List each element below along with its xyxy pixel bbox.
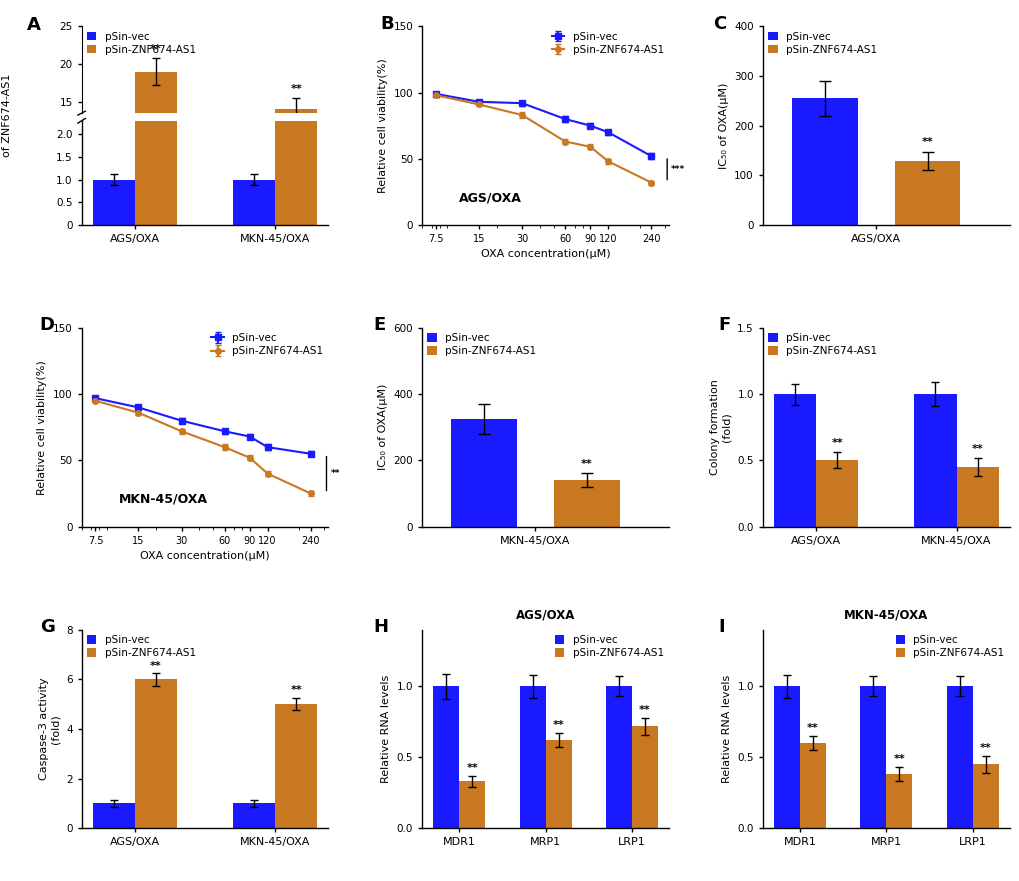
Y-axis label: Relative cell viability(%): Relative cell viability(%) xyxy=(378,58,387,193)
Text: **: ** xyxy=(330,469,339,478)
Bar xyxy=(135,679,177,828)
Bar xyxy=(93,180,135,225)
Bar xyxy=(135,71,177,215)
Bar xyxy=(773,686,799,828)
Bar xyxy=(799,743,825,828)
Bar xyxy=(233,180,275,225)
Text: E: E xyxy=(373,316,385,334)
Text: MKN-45/OXA: MKN-45/OXA xyxy=(118,492,208,506)
Bar xyxy=(545,740,571,828)
Bar xyxy=(520,686,545,828)
Legend: pSin-vec, pSin-ZNF674-AS1: pSin-vec, pSin-ZNF674-AS1 xyxy=(87,32,196,55)
X-axis label: OXA concentration(μM): OXA concentration(μM) xyxy=(480,249,610,260)
Text: **: ** xyxy=(150,44,162,55)
Text: I: I xyxy=(717,618,725,636)
Bar xyxy=(791,99,857,225)
Text: H: H xyxy=(373,618,387,636)
Text: **: ** xyxy=(290,85,302,94)
Bar xyxy=(433,686,459,828)
Bar xyxy=(275,109,317,215)
Bar xyxy=(632,726,657,828)
Text: **: ** xyxy=(581,459,592,469)
Bar xyxy=(553,480,620,527)
Bar xyxy=(913,394,956,527)
Text: **: ** xyxy=(806,723,818,733)
Text: B: B xyxy=(380,14,393,33)
Bar xyxy=(450,419,517,527)
Text: **: ** xyxy=(150,661,162,670)
Text: **: ** xyxy=(830,439,843,448)
Bar xyxy=(93,803,135,828)
X-axis label: OXA concentration(μM): OXA concentration(μM) xyxy=(140,552,270,561)
Bar xyxy=(459,781,485,828)
Text: C: C xyxy=(713,14,727,33)
Text: **: ** xyxy=(290,685,302,695)
Bar xyxy=(860,686,886,828)
Text: G: G xyxy=(40,618,54,636)
Legend: pSin-vec, pSin-ZNF674-AS1: pSin-vec, pSin-ZNF674-AS1 xyxy=(87,635,196,658)
Legend: pSin-vec, pSin-ZNF674-AS1: pSin-vec, pSin-ZNF674-AS1 xyxy=(211,333,323,357)
Text: ***: *** xyxy=(671,165,685,174)
Text: **: ** xyxy=(552,721,564,730)
Text: A: A xyxy=(28,16,41,34)
Bar xyxy=(275,0,317,225)
Y-axis label: Colony formation
(fold): Colony formation (fold) xyxy=(709,380,731,475)
Y-axis label: IC₅₀ of OXA(μM): IC₅₀ of OXA(μM) xyxy=(378,384,387,470)
Text: AGS/OXA: AGS/OXA xyxy=(516,609,575,622)
Y-axis label: Relative RNA levels: Relative RNA levels xyxy=(721,675,732,783)
Bar xyxy=(233,207,275,215)
Text: **: ** xyxy=(639,705,650,714)
Legend: pSin-vec, pSin-ZNF674-AS1: pSin-vec, pSin-ZNF674-AS1 xyxy=(895,635,1004,658)
Bar xyxy=(886,774,911,828)
Legend: pSin-vec, pSin-ZNF674-AS1: pSin-vec, pSin-ZNF674-AS1 xyxy=(551,32,663,55)
Bar xyxy=(972,765,998,828)
Y-axis label: IC₅₀ of OXA(μM): IC₅₀ of OXA(μM) xyxy=(718,83,728,169)
Bar xyxy=(946,686,972,828)
Legend: pSin-vec, pSin-ZNF674-AS1: pSin-vec, pSin-ZNF674-AS1 xyxy=(767,32,876,55)
Legend: pSin-vec, pSin-ZNF674-AS1: pSin-vec, pSin-ZNF674-AS1 xyxy=(427,333,536,357)
Text: F: F xyxy=(717,316,730,334)
Text: MKN-45/OXA: MKN-45/OXA xyxy=(844,609,927,622)
Text: D: D xyxy=(40,316,55,334)
Bar xyxy=(93,207,135,215)
Bar xyxy=(815,461,857,527)
Bar xyxy=(773,394,815,527)
Bar xyxy=(894,161,960,225)
Y-axis label: Caspase-3 activity
(fold): Caspase-3 activity (fold) xyxy=(39,677,60,781)
Bar xyxy=(275,704,317,828)
Legend: pSin-vec, pSin-ZNF674-AS1: pSin-vec, pSin-ZNF674-AS1 xyxy=(554,635,663,658)
Legend: pSin-vec, pSin-ZNF674-AS1: pSin-vec, pSin-ZNF674-AS1 xyxy=(767,333,876,357)
Bar xyxy=(605,686,632,828)
Text: **: ** xyxy=(971,444,982,454)
Text: **: ** xyxy=(893,754,904,765)
Text: **: ** xyxy=(466,763,478,773)
Text: **: ** xyxy=(979,743,990,753)
Bar xyxy=(135,0,177,225)
Bar xyxy=(233,803,275,828)
Text: **: ** xyxy=(921,137,932,147)
Y-axis label: Relative cell viability(%): Relative cell viability(%) xyxy=(38,360,47,494)
Bar xyxy=(956,467,998,527)
Text: AGS/OXA: AGS/OXA xyxy=(459,191,522,204)
Y-axis label: Relative expression
of ZNF674-AS1: Relative expression of ZNF674-AS1 xyxy=(0,62,12,170)
Y-axis label: Relative RNA levels: Relative RNA levels xyxy=(381,675,391,783)
